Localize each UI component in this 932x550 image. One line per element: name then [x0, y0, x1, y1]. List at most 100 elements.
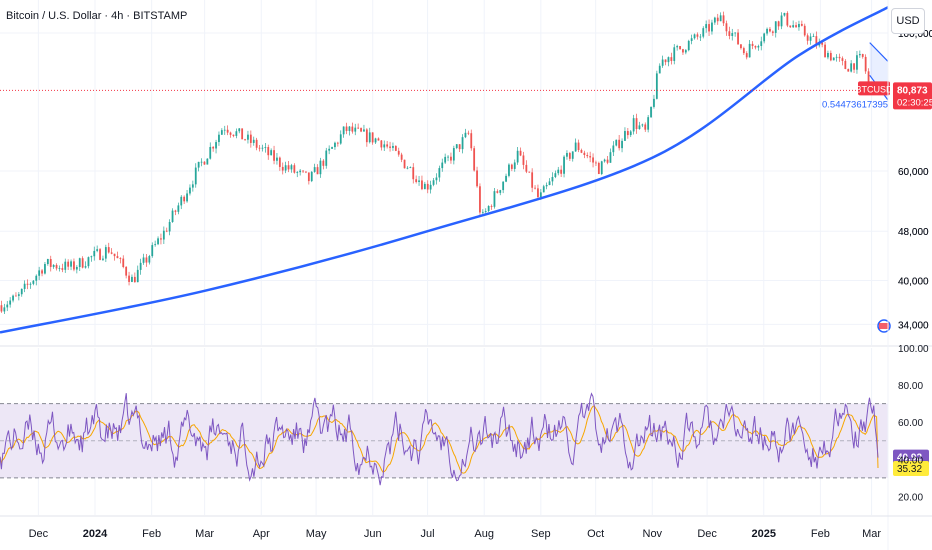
time-tick-label: Nov [643, 528, 663, 540]
candle-body [452, 148, 455, 161]
candle-body [554, 173, 557, 178]
candle-body [786, 12, 789, 26]
rsi-line [0, 392, 879, 486]
channel-upper-line [869, 42, 889, 62]
price-tick-label: 48,000 [898, 227, 929, 238]
candle-body [160, 238, 162, 240]
candle-body [856, 55, 858, 70]
candle-body [351, 126, 354, 132]
candle-body [525, 164, 528, 172]
candle-body [432, 180, 435, 185]
candle-body [803, 25, 806, 36]
candle-body [64, 261, 67, 270]
currency-button[interactable]: USD [891, 8, 925, 34]
candle-body [212, 146, 215, 149]
time-tick-label: Apr [253, 528, 270, 540]
candle-body [667, 57, 670, 63]
candle-body [128, 275, 130, 282]
candle-body [383, 144, 386, 148]
candle-body [203, 161, 206, 165]
time-tick-label: Feb [811, 528, 830, 540]
candle-body [711, 22, 713, 32]
candle-body [731, 33, 734, 36]
candle-body [716, 17, 719, 22]
candle-body [705, 24, 708, 29]
candle-body [455, 144, 458, 149]
candle-body [96, 249, 99, 251]
candle-body [278, 157, 281, 167]
candle-body [687, 40, 690, 51]
price-badge-value: 80,873 [897, 85, 928, 96]
candle-body [299, 170, 302, 173]
candle-body [493, 191, 496, 207]
candle-body [15, 295, 17, 297]
candle-body [133, 276, 136, 283]
candle-body [609, 152, 612, 163]
candle-body [473, 148, 476, 171]
candle-body [644, 124, 647, 130]
candle-body [84, 266, 87, 268]
candle-body [444, 156, 447, 163]
candle-body [389, 146, 391, 148]
candle-body [360, 128, 362, 132]
candle-body [20, 288, 23, 295]
candle-body [745, 53, 748, 58]
candle-body [209, 146, 212, 159]
candle-body [789, 25, 792, 28]
candle-body [41, 270, 43, 274]
candle-body [577, 142, 580, 151]
candle-body [139, 262, 142, 270]
candle-body [838, 56, 841, 59]
time-tick-label: 2025 [752, 528, 776, 540]
candle-body [78, 258, 81, 268]
candle-body [238, 128, 241, 132]
candle-body [792, 25, 795, 28]
candle-body [267, 147, 270, 156]
candle-body [183, 196, 186, 202]
rsi-tick-label: 40.00 [898, 455, 923, 466]
candle-body [568, 153, 571, 159]
candle-body [583, 152, 586, 156]
candle-body [247, 134, 249, 140]
price-badge [893, 82, 932, 110]
candle-body [180, 196, 183, 206]
candle-body [690, 38, 693, 41]
candle-body [316, 167, 319, 175]
rsi-badge [893, 449, 929, 465]
candle-body [110, 252, 113, 254]
candle-body [653, 98, 655, 107]
candle-body [624, 131, 626, 141]
candle-body [113, 253, 116, 257]
candle-body [600, 161, 603, 174]
candle-body [426, 183, 429, 190]
candle-body [780, 15, 783, 27]
candle-body [357, 127, 360, 129]
candle-body [17, 294, 20, 296]
candle-body [537, 188, 539, 198]
candle-body [850, 63, 853, 72]
candle-body [821, 42, 824, 45]
candle-body [168, 221, 171, 232]
candle-body [142, 257, 145, 263]
candle-body [244, 139, 246, 141]
candle-body [713, 17, 716, 23]
candle-body [200, 161, 203, 163]
candle-body [319, 160, 322, 175]
candle-body [461, 137, 464, 150]
candle-body [615, 139, 618, 146]
candle-body [722, 15, 725, 24]
time-tick-label: Mar [862, 528, 881, 540]
candle-body [125, 266, 128, 276]
candle-body [354, 127, 357, 132]
candle-body [447, 156, 449, 158]
candle-body [760, 41, 763, 46]
candle-body [476, 170, 478, 187]
candle-body [29, 283, 32, 285]
candle-body [81, 258, 84, 268]
candle-body [23, 283, 26, 289]
candle-body [629, 131, 632, 136]
main-grid [0, 0, 888, 345]
candle-body [49, 259, 52, 267]
